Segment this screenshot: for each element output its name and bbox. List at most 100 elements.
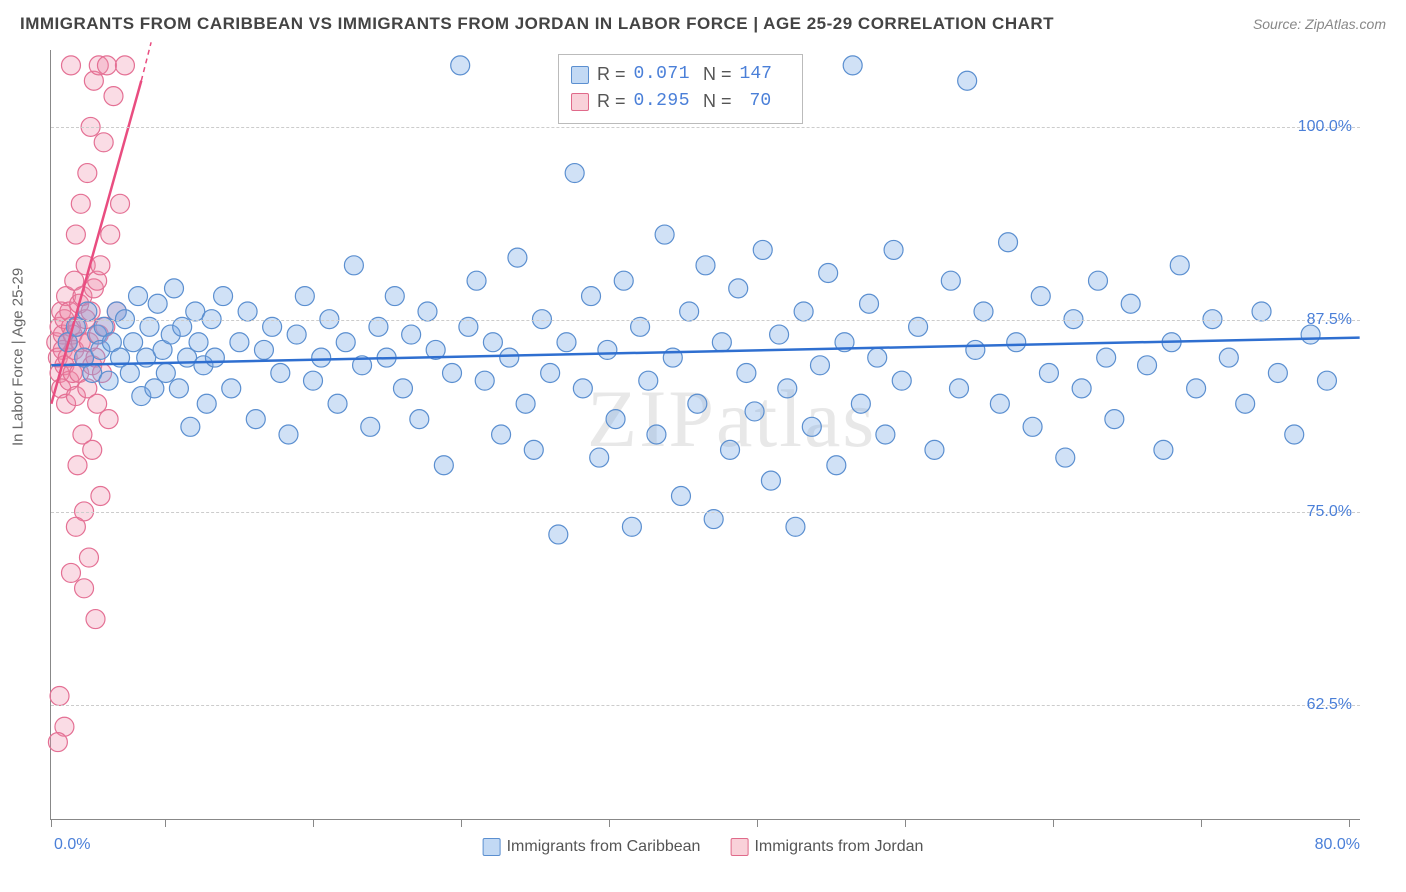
x-tick — [905, 819, 906, 827]
gridline — [51, 320, 1360, 321]
data-point — [304, 371, 323, 390]
data-point — [165, 279, 184, 298]
plot-area: ZIPatlas 62.5%75.0%87.5%100.0% — [50, 50, 1360, 820]
data-point — [78, 302, 97, 321]
x-tick — [313, 819, 314, 827]
data-point — [819, 264, 838, 283]
data-point — [71, 194, 90, 213]
legend-label: Immigrants from Jordan — [754, 838, 923, 856]
stat-r-value: 0.295 — [634, 88, 691, 115]
bottom-legend: Immigrants from Caribbean Immigrants fro… — [483, 838, 924, 856]
data-point — [94, 133, 113, 152]
data-point — [287, 325, 306, 344]
data-point — [688, 394, 707, 413]
data-point — [966, 340, 985, 359]
x-tick — [1053, 819, 1054, 827]
data-point — [393, 379, 412, 398]
data-point — [778, 379, 797, 398]
data-point — [1056, 448, 1075, 467]
gridline — [51, 705, 1360, 706]
data-point — [129, 287, 148, 306]
x-tick — [757, 819, 758, 827]
data-point — [557, 333, 576, 352]
data-point — [999, 233, 1018, 252]
data-point — [115, 56, 134, 75]
data-point — [475, 371, 494, 390]
data-point — [1089, 271, 1108, 290]
data-point — [328, 394, 347, 413]
data-point — [50, 686, 69, 705]
data-point — [1007, 333, 1026, 352]
data-point — [598, 340, 617, 359]
data-point — [516, 394, 535, 413]
data-point — [410, 410, 429, 429]
data-point — [111, 194, 130, 213]
data-point — [745, 402, 764, 421]
square-icon — [730, 838, 748, 856]
data-point — [827, 456, 846, 475]
data-point — [770, 325, 789, 344]
data-point — [958, 71, 977, 90]
data-point — [295, 287, 314, 306]
data-point — [1170, 256, 1189, 275]
data-point — [189, 333, 208, 352]
data-point — [1023, 417, 1042, 436]
data-point — [1105, 410, 1124, 429]
data-point — [573, 379, 592, 398]
data-point — [753, 240, 772, 259]
y-axis-label: In Labor Force | Age 25-29 — [10, 268, 27, 446]
data-point — [712, 333, 731, 352]
data-point — [565, 164, 584, 183]
x-axis-max-label: 80.0% — [1315, 836, 1360, 854]
y-tick-label: 87.5% — [1307, 311, 1352, 329]
data-point — [1154, 440, 1173, 459]
data-point — [385, 287, 404, 306]
data-point — [246, 410, 265, 429]
data-point — [214, 287, 233, 306]
data-point — [68, 456, 87, 475]
data-point — [271, 363, 290, 382]
data-point — [843, 56, 862, 75]
data-point — [500, 348, 519, 367]
data-point — [541, 363, 560, 382]
data-point — [892, 371, 911, 390]
data-point — [794, 302, 813, 321]
data-point — [990, 394, 1009, 413]
data-point — [181, 417, 200, 436]
data-point — [101, 225, 120, 244]
stat-label: R = — [597, 61, 626, 88]
data-point — [622, 517, 641, 536]
data-point — [524, 440, 543, 459]
data-point — [1121, 294, 1140, 313]
data-point — [549, 525, 568, 544]
data-point — [884, 240, 903, 259]
data-point — [810, 356, 829, 375]
data-point — [205, 348, 224, 367]
stat-r-value: 0.071 — [634, 61, 691, 88]
data-point — [1285, 425, 1304, 444]
data-point — [655, 225, 674, 244]
data-point — [434, 456, 453, 475]
data-point — [925, 440, 944, 459]
x-tick — [1201, 819, 1202, 827]
data-point — [75, 579, 94, 598]
data-point — [647, 425, 666, 444]
data-point — [66, 225, 85, 244]
data-point — [802, 417, 821, 436]
data-point — [48, 733, 67, 752]
data-point — [230, 333, 249, 352]
data-point — [418, 302, 437, 321]
data-point — [83, 440, 102, 459]
data-point — [86, 610, 105, 629]
stat-n-value: 147 — [740, 61, 780, 88]
data-point — [312, 348, 331, 367]
data-point — [786, 517, 805, 536]
data-point — [79, 548, 98, 567]
data-point — [680, 302, 699, 321]
square-icon — [483, 838, 501, 856]
data-point — [508, 248, 527, 267]
stats-row-jordan: R = 0.295 N = 70 — [571, 88, 790, 115]
data-point — [729, 279, 748, 298]
stat-label: R = — [597, 88, 626, 115]
data-point — [91, 487, 110, 506]
